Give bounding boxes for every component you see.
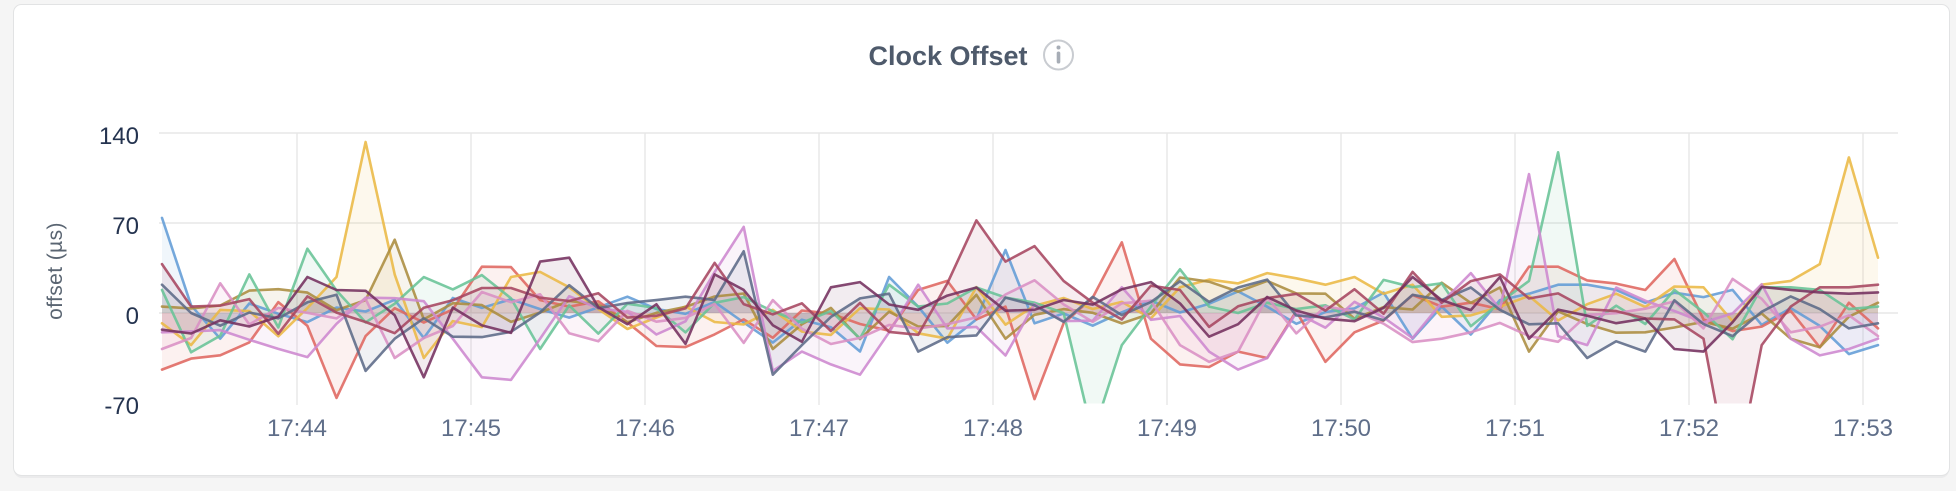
svg-text:-70: -70 (104, 393, 139, 420)
svg-text:140: 140 (99, 123, 139, 150)
svg-text:17:51: 17:51 (1485, 415, 1545, 442)
svg-text:0: 0 (126, 303, 139, 330)
svg-text:17:47: 17:47 (789, 415, 849, 442)
svg-text:offset (µs): offset (µs) (44, 222, 67, 320)
svg-text:17:52: 17:52 (1659, 415, 1719, 442)
svg-text:70: 70 (112, 213, 139, 240)
svg-text:17:45: 17:45 (441, 415, 501, 442)
svg-text:17:49: 17:49 (1137, 415, 1197, 442)
svg-text:17:44: 17:44 (267, 415, 327, 442)
svg-text:17:50: 17:50 (1311, 415, 1371, 442)
svg-text:17:48: 17:48 (963, 415, 1023, 442)
svg-text:17:53: 17:53 (1833, 415, 1893, 442)
svg-text:17:46: 17:46 (615, 415, 675, 442)
svg-text:Clock Offset: Clock Offset (868, 41, 1027, 71)
